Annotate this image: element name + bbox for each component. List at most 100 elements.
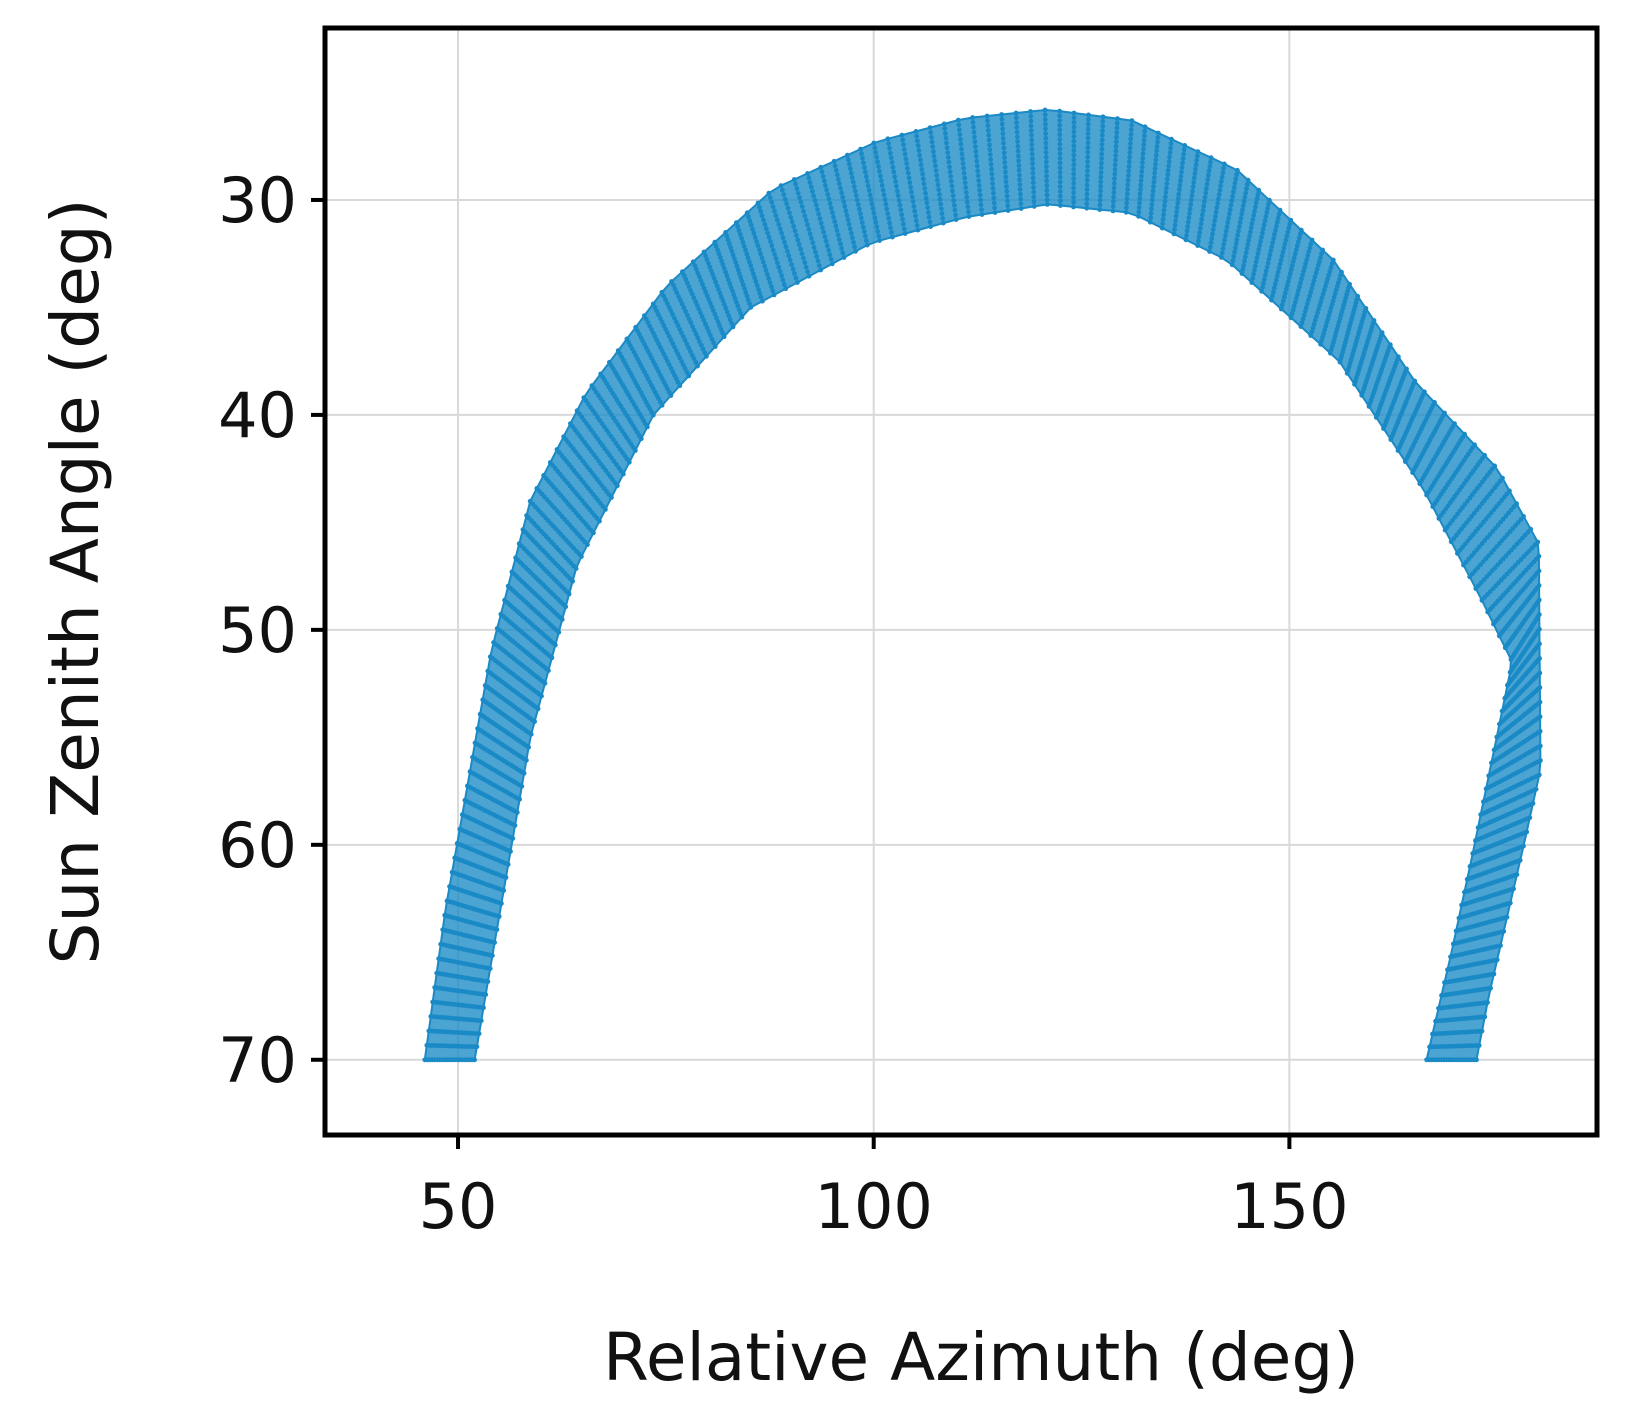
data-point [1304,257,1310,262]
data-point [1208,155,1214,161]
data-point [1213,214,1218,219]
data-point [1495,522,1501,528]
data-point [1127,145,1133,151]
data-point [984,113,990,119]
data-point [864,178,870,184]
data-point [1501,929,1507,934]
data-point [729,248,735,254]
data-point [985,118,990,124]
data-point [693,331,699,337]
data-point [945,155,951,160]
data-point [887,145,892,151]
data-point [1462,431,1467,437]
data-point [798,199,804,205]
data-point [1404,366,1409,372]
data-point [675,323,681,328]
data-point [527,498,533,504]
data-point [697,339,702,344]
data-point [780,187,785,193]
data-point [1181,147,1187,153]
data-point [1324,280,1329,285]
data-point [1151,175,1157,181]
data-point [447,884,452,889]
data-point [688,320,694,325]
data-point [1126,168,1132,174]
data-point [1099,146,1105,152]
data-point [743,290,749,295]
data-point [1536,597,1542,603]
data-point [1221,241,1227,247]
data-point [1220,170,1226,176]
data-point [798,246,803,252]
data-point [1013,115,1019,121]
data-point [906,175,912,181]
data-point [724,273,730,279]
data-point [714,283,720,289]
data-point [1321,287,1327,293]
data-point [1255,192,1261,197]
data-point [886,215,892,221]
data-point [703,253,708,259]
data-point [1139,173,1144,179]
data-point [524,513,529,518]
data-point [1267,252,1273,258]
data-point [746,214,751,220]
data-point [485,668,491,674]
data-point [735,224,741,229]
data-point [910,199,916,205]
data-point [1071,162,1077,168]
data-point [852,188,858,194]
data-point [777,226,783,232]
data-point [426,1028,432,1034]
data-point [695,270,701,276]
data-point [760,259,766,265]
data-point [1071,176,1077,182]
data-point [1138,187,1143,192]
data-point [693,266,699,272]
data-point [960,156,965,162]
data-point [422,1057,428,1063]
data-point [803,264,809,270]
data-point [834,172,840,178]
data-point [802,260,808,265]
data-point [915,143,921,149]
data-point [1305,301,1310,307]
data-point [773,213,779,218]
data-point [1016,163,1022,168]
data-point [840,250,846,256]
data-point [956,127,962,133]
data-point [872,215,878,221]
data-point [491,640,496,645]
data-point [1142,124,1148,130]
data-point [1330,298,1336,304]
data-point [721,302,727,307]
data-point [1233,245,1238,251]
data-point [986,137,992,143]
data-point [845,217,851,223]
data-point [1084,201,1090,207]
data-point [843,208,849,214]
data-point [1030,180,1036,186]
data-point [712,311,718,317]
data-point [1057,141,1063,147]
x-axis-label: Relative Azimuth (deg) [603,1319,1359,1396]
data-point [1537,685,1543,690]
data-point [1396,354,1401,360]
data-point [921,181,927,187]
data-point [1148,215,1154,221]
data-point [733,260,739,265]
data-point [1152,166,1158,172]
data-point [862,169,868,175]
data-point [1113,148,1119,154]
data-point [823,238,829,244]
data-point [730,288,735,294]
data-point [1031,189,1037,195]
data-point [723,230,728,235]
data-point [828,256,834,262]
data-point [909,194,915,200]
data-point [633,324,639,330]
data-point [1310,282,1316,287]
data-point [790,266,796,272]
data-point [677,355,683,361]
plot-frame [322,25,1600,1138]
